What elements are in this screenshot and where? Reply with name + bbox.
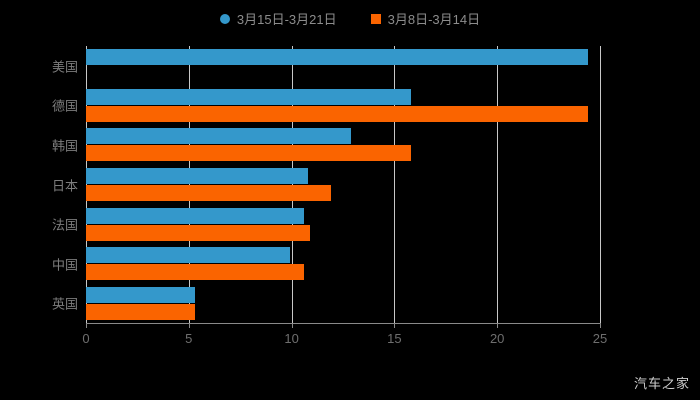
bar-series-1[interactable] — [86, 247, 290, 264]
y-axis-tick-label: 日本 — [51, 178, 78, 193]
bar-series-2[interactable] — [86, 264, 304, 281]
bar-series-1[interactable] — [86, 49, 588, 66]
bar-series-1[interactable] — [86, 128, 352, 145]
x-axis-tick-label: 0 — [82, 331, 90, 346]
x-axis-tick-label: 20 — [489, 331, 505, 346]
chart-legend: 3月15日-3月21日 3月8日-3月14日 — [0, 8, 700, 30]
legend-square-icon — [370, 14, 381, 24]
y-axis-line — [86, 46, 87, 323]
bar-series-1[interactable] — [86, 207, 304, 224]
y-axis-tick-label: 中国 — [51, 257, 78, 273]
bar-series-2[interactable] — [86, 145, 411, 162]
bar-series-2[interactable] — [86, 105, 588, 122]
x-axis-tick-label: 15 — [387, 331, 402, 346]
x-axis-tick-mark — [394, 323, 396, 328]
legend-label-series-1: 3月15日-3月21日 — [236, 11, 337, 27]
legend-circle-icon — [219, 14, 230, 24]
bar-series-1[interactable] — [86, 286, 195, 303]
x-axis-tick-label: 25 — [592, 331, 608, 346]
x-axis-tick-mark — [497, 323, 499, 328]
legend-item-series-2[interactable]: 3月8日-3月14日 — [370, 11, 481, 27]
bar-series-2[interactable] — [86, 224, 311, 241]
gridline — [188, 46, 190, 323]
x-axis-line — [86, 323, 601, 324]
gridline — [291, 46, 293, 323]
gridline — [600, 46, 601, 323]
bar-series-1[interactable] — [86, 168, 309, 184]
gridline — [497, 46, 499, 323]
y-axis-tick-label: 德国 — [51, 98, 78, 114]
y-axis-tick-label: 美国 — [51, 59, 78, 75]
y-axis-tick-label: 英国 — [51, 296, 78, 312]
x-axis-tick-mark — [291, 323, 293, 328]
legend-label-series-2: 3月8日-3月14日 — [387, 11, 481, 27]
bar-series-2[interactable] — [86, 185, 331, 201]
y-axis-tick-label: 韩国 — [51, 138, 78, 154]
watermark-label: 汽车之家 — [633, 376, 690, 391]
plot-area — [86, 46, 601, 323]
y-axis-category-labels: 美国德国韩国日本法国中国英国 — [0, 0, 78, 400]
y-axis-tick-label: 法国 — [51, 217, 78, 233]
x-axis-tick-mark — [188, 323, 190, 328]
x-axis-tick-label: 5 — [185, 331, 193, 346]
bar-series-2[interactable] — [86, 303, 195, 320]
legend-item-series-1[interactable]: 3月15日-3月21日 — [219, 11, 337, 27]
bar-series-1[interactable] — [86, 88, 411, 105]
x-axis-tick-label: 10 — [284, 331, 299, 346]
x-axis-tick-mark — [600, 323, 601, 328]
x-axis-tick-mark — [86, 323, 87, 328]
gridline — [394, 46, 396, 323]
